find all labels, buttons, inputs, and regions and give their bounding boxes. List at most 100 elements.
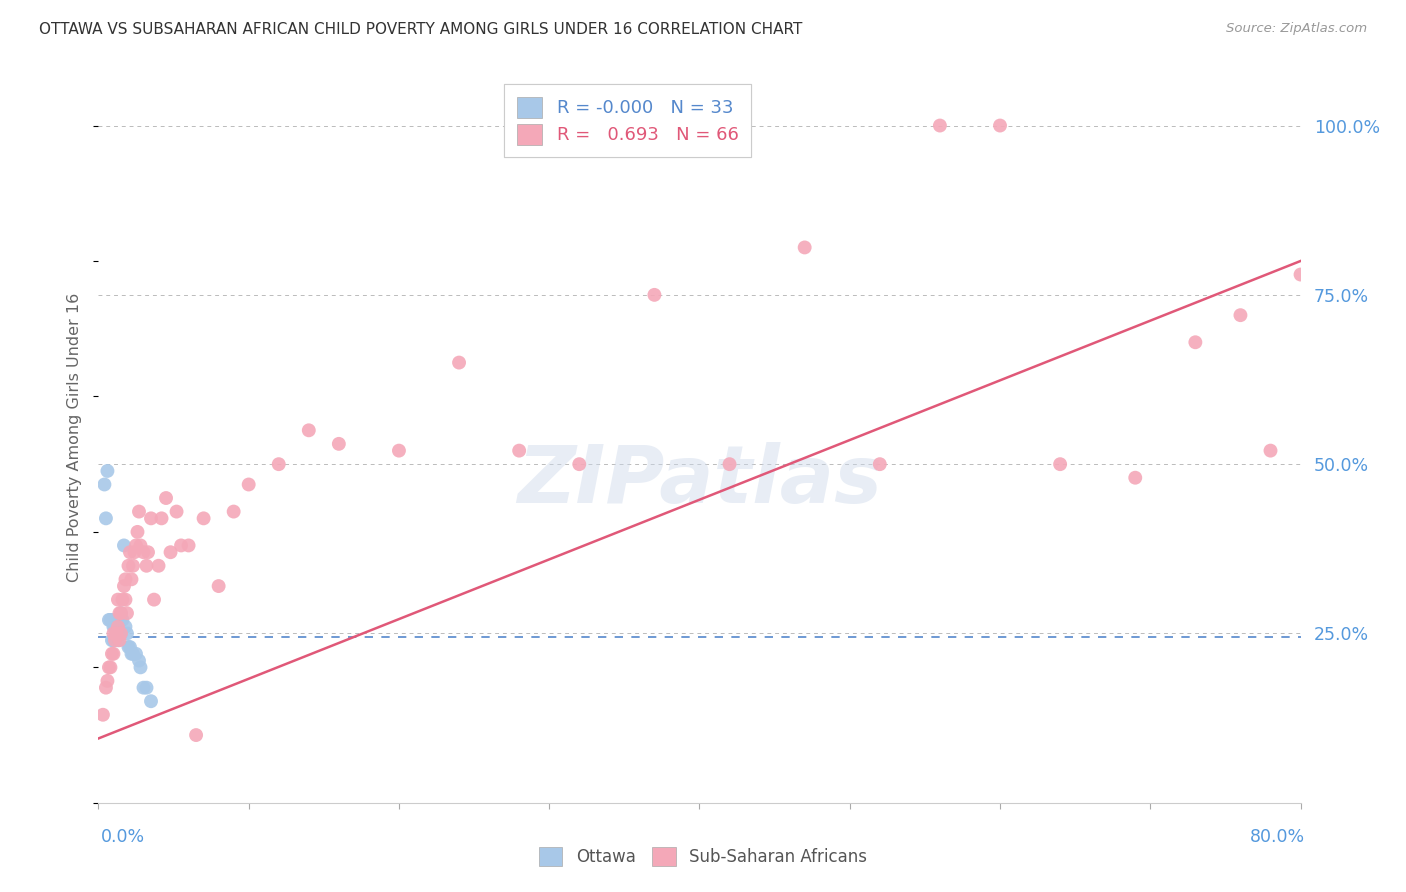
Point bbox=[100, 660, 122, 674]
Point bbox=[110, 626, 132, 640]
Point bbox=[208, 579, 231, 593]
Point bbox=[132, 545, 155, 559]
Point bbox=[104, 633, 127, 648]
Point bbox=[328, 437, 350, 451]
Point bbox=[108, 613, 131, 627]
Point bbox=[447, 355, 470, 369]
Point bbox=[869, 457, 891, 471]
Point bbox=[508, 443, 530, 458]
Point bbox=[135, 558, 157, 573]
Point bbox=[105, 626, 128, 640]
Point bbox=[114, 592, 136, 607]
Point bbox=[103, 626, 125, 640]
Legend: R = -0.000   N = 33, R =   0.693   N = 66: R = -0.000 N = 33, R = 0.693 N = 66 bbox=[505, 84, 751, 157]
Point bbox=[170, 538, 193, 552]
Point bbox=[117, 558, 139, 573]
Point bbox=[150, 511, 173, 525]
Point bbox=[267, 457, 290, 471]
Point bbox=[112, 579, 135, 593]
Point bbox=[136, 545, 159, 559]
Point bbox=[121, 647, 143, 661]
Point bbox=[298, 423, 321, 437]
Point bbox=[107, 592, 129, 607]
Point bbox=[107, 620, 129, 634]
Point bbox=[97, 613, 120, 627]
Point bbox=[184, 728, 207, 742]
Point bbox=[129, 660, 152, 674]
Point bbox=[143, 592, 166, 607]
Point bbox=[94, 681, 117, 695]
Point bbox=[1123, 471, 1146, 485]
Point bbox=[135, 681, 157, 695]
Point bbox=[96, 464, 118, 478]
Point bbox=[148, 558, 170, 573]
Point bbox=[103, 647, 125, 661]
Point bbox=[110, 606, 132, 620]
Point bbox=[643, 288, 665, 302]
Legend: Ottawa, Sub-Saharan Africans: Ottawa, Sub-Saharan Africans bbox=[530, 838, 876, 875]
Point bbox=[718, 457, 741, 471]
Point bbox=[388, 443, 411, 458]
Point bbox=[1260, 443, 1282, 458]
Point bbox=[118, 640, 141, 654]
Point bbox=[568, 457, 591, 471]
Point bbox=[110, 606, 132, 620]
Point bbox=[127, 524, 149, 539]
Point bbox=[193, 511, 215, 525]
Y-axis label: Child Poverty Among Girls Under 16: Child Poverty Among Girls Under 16 bbox=[67, 293, 83, 582]
Point bbox=[96, 673, 118, 688]
Point bbox=[105, 626, 128, 640]
Point bbox=[114, 572, 136, 586]
Point bbox=[793, 240, 815, 254]
Point bbox=[1289, 268, 1312, 282]
Point bbox=[104, 633, 127, 648]
Text: Source: ZipAtlas.com: Source: ZipAtlas.com bbox=[1226, 22, 1367, 36]
Point bbox=[93, 477, 115, 491]
Point bbox=[122, 647, 145, 661]
Point bbox=[222, 505, 245, 519]
Point bbox=[139, 694, 162, 708]
Point bbox=[97, 660, 120, 674]
Point bbox=[929, 119, 952, 133]
Point bbox=[94, 511, 117, 525]
Point bbox=[166, 505, 188, 519]
Point bbox=[110, 626, 132, 640]
Point bbox=[177, 538, 200, 552]
Point bbox=[115, 606, 138, 620]
Point bbox=[128, 654, 150, 668]
Point bbox=[122, 558, 145, 573]
Point bbox=[112, 538, 135, 552]
Point bbox=[117, 640, 139, 654]
Point bbox=[105, 613, 128, 627]
Point bbox=[107, 633, 129, 648]
Point bbox=[108, 606, 131, 620]
Point bbox=[114, 620, 136, 634]
Point bbox=[125, 647, 148, 661]
Point bbox=[124, 545, 146, 559]
Point bbox=[139, 511, 162, 525]
Point bbox=[111, 592, 134, 607]
Point bbox=[1184, 335, 1206, 350]
Point bbox=[108, 633, 131, 648]
Point bbox=[125, 538, 148, 552]
Point bbox=[101, 613, 124, 627]
Text: OTTAWA VS SUBSAHARAN AFRICAN CHILD POVERTY AMONG GIRLS UNDER 16 CORRELATION CHAR: OTTAWA VS SUBSAHARAN AFRICAN CHILD POVER… bbox=[39, 22, 803, 37]
Text: ZIPatlas: ZIPatlas bbox=[517, 442, 882, 520]
Point bbox=[155, 491, 177, 505]
Point bbox=[103, 633, 125, 648]
Point bbox=[1229, 308, 1251, 322]
Point bbox=[988, 119, 1011, 133]
Point bbox=[159, 545, 181, 559]
Point bbox=[103, 620, 125, 634]
Point bbox=[128, 505, 150, 519]
Point bbox=[121, 572, 143, 586]
Point bbox=[101, 633, 124, 648]
Point bbox=[91, 707, 114, 722]
Point bbox=[104, 620, 127, 634]
Point bbox=[132, 681, 155, 695]
Point bbox=[118, 545, 141, 559]
Point bbox=[100, 613, 122, 627]
Point bbox=[129, 538, 152, 552]
Point bbox=[238, 477, 260, 491]
Point bbox=[101, 647, 124, 661]
